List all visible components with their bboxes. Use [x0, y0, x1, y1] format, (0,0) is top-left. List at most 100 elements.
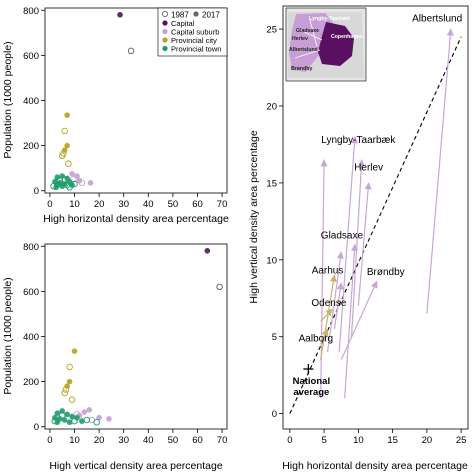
- data-point-provincial-city-2017: [66, 378, 73, 385]
- change-arrow-capital-suburb: [426, 28, 454, 314]
- data-point-provincial-town-1987: [61, 176, 68, 183]
- x-tick-label: 70: [217, 199, 228, 210]
- data-point-provincial-town-1987: [93, 418, 100, 426]
- y-axis-label: High vertical density area percentage: [248, 130, 260, 304]
- legend-capital-suburb-label: Capital suburb: [171, 28, 219, 37]
- map-label-lyngby: Lyngby-Taarbæk: [309, 16, 350, 22]
- data-point-provincial-city-1987: [58, 152, 66, 160]
- data-point-provincial-town-2017: [66, 419, 73, 426]
- data-point-provincial-city-1987: [68, 396, 76, 403]
- trend-line: [289, 36, 462, 414]
- x-tick-label: 30: [118, 199, 129, 210]
- y-tick-label: 800: [23, 6, 39, 17]
- map-white-roads: [294, 19, 323, 59]
- legend-provincial-city-symbol: [162, 37, 168, 43]
- x-axis-label: High horizontal density area percentage: [282, 460, 468, 472]
- map-label-gladsaxe: Gladsaxe: [296, 28, 319, 34]
- change-arrow-capital-suburb: [350, 159, 366, 337]
- data-point-provincial-city-2017: [64, 383, 70, 389]
- municipality-label: Gladsaxe: [321, 230, 364, 241]
- data-point-provincial-city-1987: [61, 127, 68, 135]
- y-tick-label: 25: [266, 25, 277, 36]
- x-tick-label: 20: [422, 435, 433, 446]
- y-tick-label: 5: [272, 332, 277, 343]
- legend-provincial-town-symbol: [162, 45, 168, 52]
- data-point-provincial-town-1987: [71, 180, 78, 188]
- data-point-provincial-city-2017: [64, 112, 70, 118]
- data-point-provincial-town-2017: [54, 410, 61, 417]
- plot-frame: [44, 243, 228, 430]
- change-arrow-capital-suburb: [340, 280, 378, 361]
- data-point-provincial-town-2017: [52, 414, 58, 421]
- inset-map: Lyngby-Taarbæk Gladsaxe Herlev Copenhage…: [285, 7, 367, 82]
- x-tick-label: 0: [47, 435, 52, 446]
- data-point-capital-suburb-2017: [96, 414, 102, 421]
- x-tick-label: 30: [118, 435, 129, 446]
- x-tick-label: 50: [168, 435, 179, 446]
- y-tick-label: 15: [266, 178, 277, 189]
- x-axis-label: High vertical density area percentage: [49, 460, 223, 472]
- change-arrow-capital-suburb: [320, 159, 328, 399]
- y-tick-label: 0: [34, 422, 39, 433]
- x-axis: 0 10 20 30 40 50 60 70: [47, 429, 227, 446]
- y-tick-label: 10: [266, 255, 277, 266]
- legend-provincial-town-label: Provincial town: [171, 45, 221, 54]
- map-label-albertslund: Albertslund: [289, 47, 318, 53]
- municipality-label: Lyngby-Taarbæk: [321, 135, 396, 146]
- x-tick-label: 70: [217, 435, 228, 446]
- data-point-capital-suburb-2017: [69, 171, 75, 177]
- municipality-label: Odense: [311, 298, 346, 309]
- y-axis-label: Population (1000 people): [2, 41, 14, 158]
- data-point-provincial-town-1987: [66, 184, 73, 191]
- y-tick-label: 0: [272, 409, 277, 420]
- data-point-capital-suburb-1987: [78, 179, 86, 187]
- change-arrow-capital-suburb: [338, 136, 359, 353]
- municipality-label: Brøndby: [367, 267, 405, 278]
- data-point-provincial-town-2017: [74, 414, 80, 421]
- change-arrow-capital-suburb: [333, 282, 344, 330]
- data-point-provincial-town-1987: [50, 182, 57, 190]
- top-left-panel: 0 200 400 600 800 0 10 20 30 40 50 60 70 High horiz…: [2, 6, 229, 225]
- y-tick-label: 0: [34, 186, 39, 197]
- x-tick-label: 25: [456, 435, 467, 446]
- map-capital-region: [318, 22, 354, 66]
- x-tick-label: 0: [47, 199, 52, 210]
- legend-1987-label: 1987: [171, 11, 189, 20]
- data-points: [50, 11, 135, 191]
- data-point-provincial-town-1987: [51, 417, 59, 425]
- data-point-capital-suburb-2017: [86, 407, 93, 413]
- map-label-copenhagen: Copenhagen: [331, 34, 362, 40]
- x-tick-label: 15: [387, 435, 398, 446]
- data-point-provincial-town-1987: [71, 417, 78, 425]
- data-point-provincial-city-2017: [61, 147, 68, 153]
- x-tick-label: 5: [321, 435, 326, 446]
- x-tick-label: 10: [69, 199, 80, 210]
- data-point-provincial-city-1987: [62, 386, 70, 393]
- change-arrow-provincial-city: [320, 274, 337, 360]
- data-point-provincial-town-2017: [69, 413, 75, 420]
- x-axis: 0 10 20 30 40 50 60 70: [47, 193, 227, 210]
- legend-box: [157, 7, 228, 57]
- data-point-capital-suburb-2017: [87, 180, 94, 186]
- national-average-label-line1: National: [293, 376, 330, 387]
- change-arrow-capital-suburb: [326, 251, 344, 353]
- data-point-provincial-city-2017: [71, 348, 78, 354]
- data-point-provincial-city-1987: [66, 363, 73, 371]
- y-axis-label: Population (1000 people): [2, 277, 14, 394]
- national-average-label-line2: average: [293, 387, 329, 398]
- y-tick-label: 200: [23, 141, 39, 152]
- x-tick-label: 60: [192, 199, 203, 210]
- y-tick-label: 600: [23, 287, 39, 298]
- change-arrow-provincial-city: [320, 328, 329, 345]
- data-point-capital-suburb-2017: [106, 416, 112, 422]
- x-tick-label: 10: [353, 435, 364, 446]
- data-point-provincial-town-2017: [64, 411, 70, 418]
- change-arrow-capital-suburb: [357, 182, 372, 306]
- y-axis: 0 200 400 600 800: [23, 6, 45, 197]
- change-arrows: [320, 28, 454, 399]
- change-arrow-provincial-city: [320, 308, 333, 322]
- y-tick-label: 200: [23, 377, 39, 388]
